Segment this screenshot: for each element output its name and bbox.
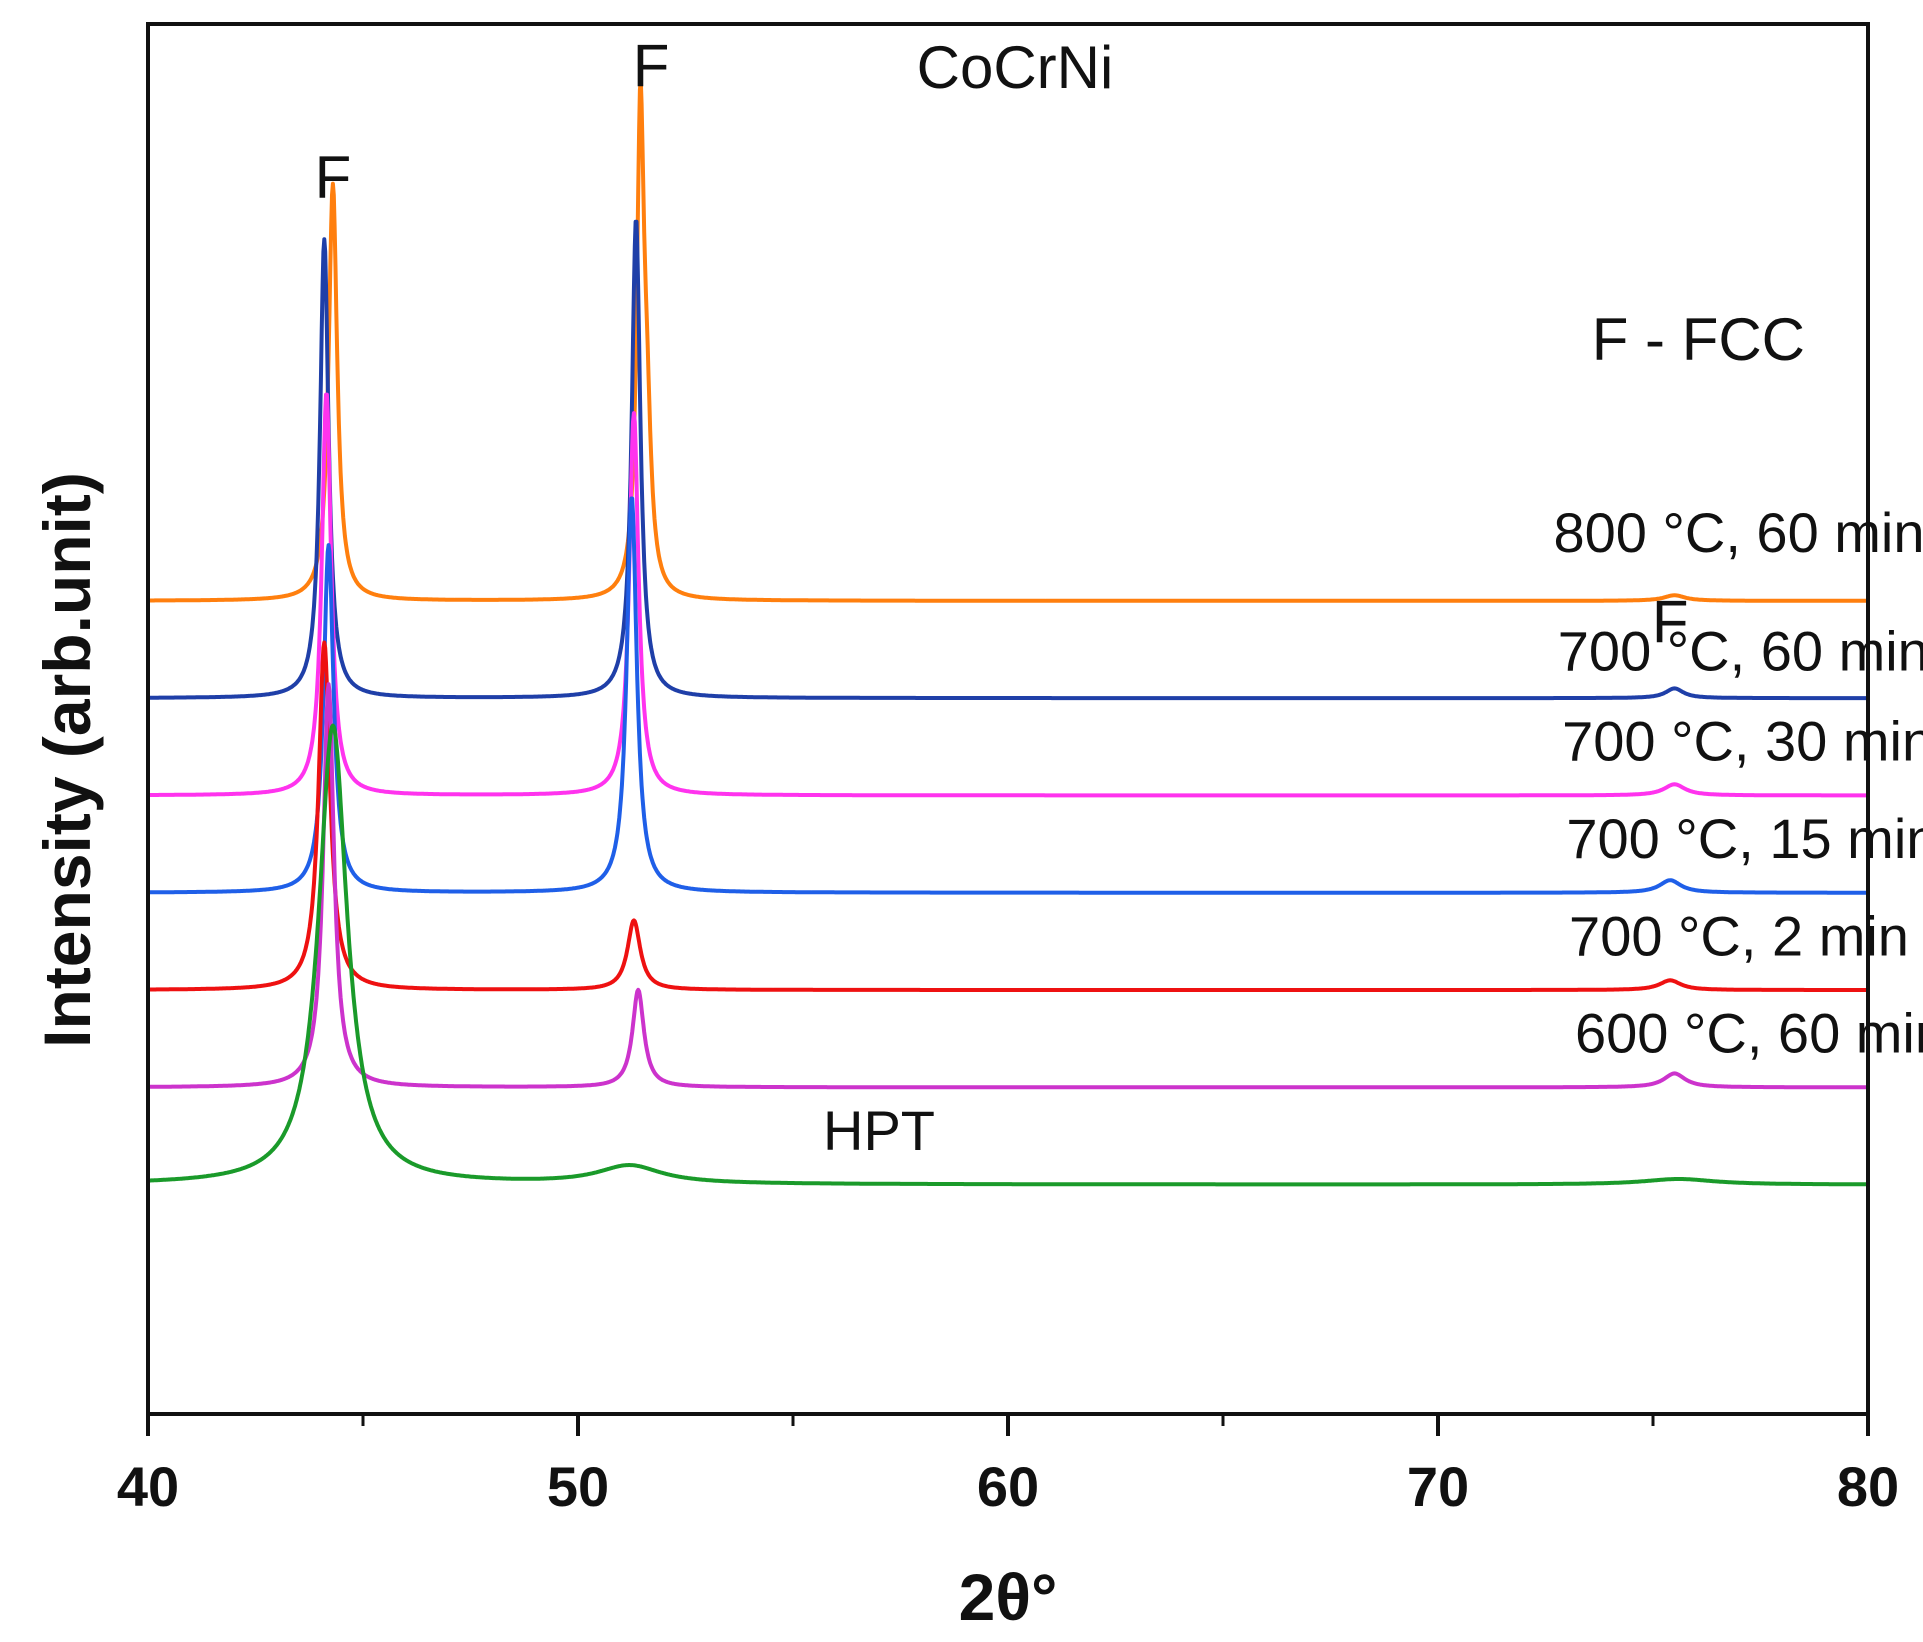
series-label-700-c-15-min: 700 °C, 15 min [1566, 807, 1923, 870]
peak-label-fcc: F [315, 144, 352, 211]
label-layer: 800 °C, 60 min 700 °C, 60 min 700 °C, 30 m… [315, 33, 1923, 1162]
x-tick-label: 80 [1837, 1455, 1899, 1518]
series-label-700-c-60-min: 700 °C, 60 min [1558, 619, 1923, 682]
y-axis-label: Intensity (arb.unit) [30, 472, 104, 1048]
x-tick-label: 70 [1407, 1455, 1469, 1518]
series-label-600-c-60-min: 600 °C, 60 min [1575, 1002, 1923, 1065]
series-line-700-c-2-min [146, 640, 1870, 992]
x-tick-label: 50 [547, 1455, 609, 1518]
tick-layer: 40 50 60 70 80 [117, 1414, 1899, 1518]
series-line-700-c-15-min [146, 496, 1870, 895]
legend-note: F - FCC [1592, 306, 1805, 373]
series-layer [146, 78, 1870, 1187]
series-line-800-c-60-min [146, 78, 1870, 603]
series-line-600-c-60-min [146, 682, 1870, 1090]
x-tick-label: 60 [977, 1455, 1039, 1518]
series-label-hpt: HPT [823, 1099, 935, 1162]
series-label-800-c-60-min: 800 °C, 60 min [1553, 501, 1923, 564]
series-line-hpt [146, 723, 1870, 1187]
peak-label-fcc: F [1652, 589, 1689, 656]
series-label-700-c-30-min: 700 °C, 30 min [1562, 710, 1923, 773]
series-label-700-c-2-min: 700 °C, 2 min [1569, 904, 1909, 967]
x-axis-label: 2θ° [959, 1560, 1058, 1634]
series-line-700-c-30-min [146, 392, 1870, 798]
peak-label-fcc: F [633, 33, 670, 100]
chart-title: CoCrNi [917, 34, 1114, 101]
x-tick-label: 40 [117, 1455, 179, 1518]
series-line-700-c-60-min [146, 219, 1870, 701]
